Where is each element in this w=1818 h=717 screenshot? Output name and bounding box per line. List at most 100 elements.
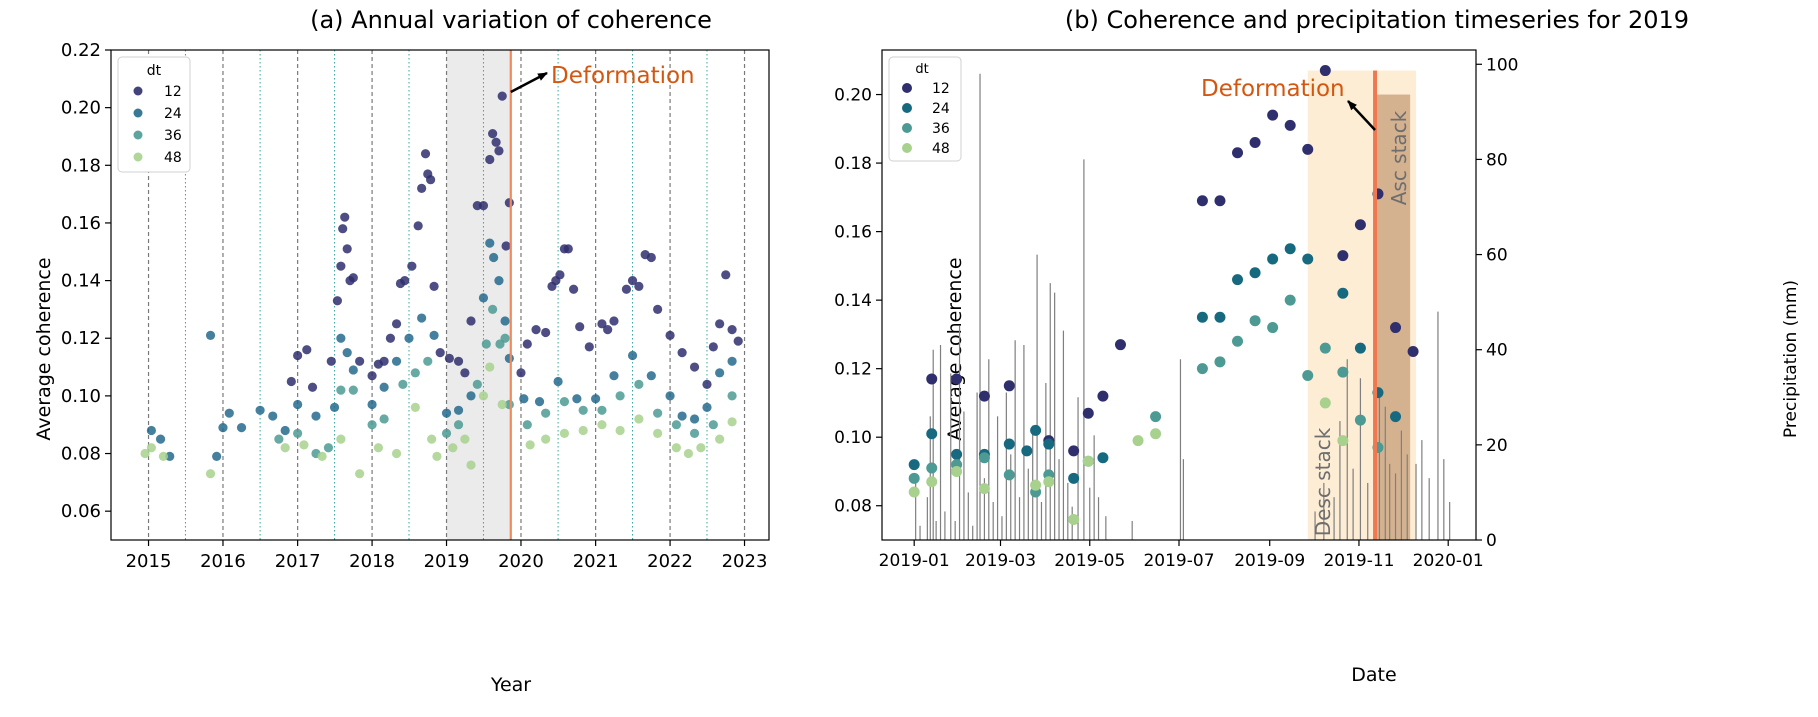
- panel-b-y2label: Precipitation (mm): [1781, 280, 1801, 438]
- data-point-dt-36: [472, 379, 482, 389]
- data-point-dt-24: [255, 405, 265, 415]
- x-tick-label: 2018: [349, 551, 395, 572]
- data-point-dt-12: [677, 348, 687, 358]
- data-point-dt-12: [429, 281, 439, 291]
- data-point-dt-12: [367, 371, 377, 381]
- data-point-dt-12: [504, 198, 514, 208]
- data-point-dt-48: [427, 434, 437, 444]
- data-point-dt-12: [1267, 109, 1279, 121]
- data-point-dt-24: [155, 434, 166, 444]
- data-point-dt-12: [420, 149, 431, 159]
- data-point-dt-48: [205, 469, 216, 479]
- asc-stack-region: [1375, 94, 1411, 540]
- data-point-dt-48: [478, 391, 489, 401]
- legend-label: 36: [932, 121, 950, 137]
- data-point-dt-48: [1337, 435, 1349, 447]
- data-point-dt-48: [597, 420, 607, 430]
- data-point-dt-12: [621, 284, 632, 294]
- data-point-dt-12: [286, 376, 296, 387]
- data-point-dt-36: [1232, 335, 1244, 347]
- data-point-dt-24: [908, 459, 920, 471]
- panel-b-points: [908, 65, 1419, 525]
- data-point-dt-12: [1114, 339, 1126, 351]
- data-point-dt-48: [299, 440, 309, 450]
- data-point-dt-24: [218, 422, 228, 433]
- data-point-dt-24: [1196, 311, 1208, 323]
- data-point-dt-36: [367, 420, 377, 430]
- data-point-dt-12: [646, 252, 656, 263]
- data-point-dt-24: [453, 405, 464, 415]
- legend-marker: [902, 143, 912, 153]
- data-point-dt-24: [404, 333, 414, 343]
- panel-b-precipitation-bars: [915, 73, 1451, 540]
- data-point-dt-24: [1302, 253, 1314, 265]
- data-point-dt-24: [268, 411, 278, 421]
- data-point-dt-48: [615, 425, 625, 436]
- data-point-dt-24: [391, 356, 402, 366]
- panel-b-y2-ticks: 0 20 40 60 80 100: [1476, 55, 1518, 551]
- data-point-dt-12: [400, 275, 410, 286]
- y2-tick-label: 100: [1486, 55, 1518, 75]
- panel-a-ylabel: Average coherence: [33, 257, 55, 440]
- data-point-dt-12: [568, 284, 579, 294]
- data-point-dt-36: [634, 379, 644, 389]
- data-point-dt-24: [504, 353, 514, 364]
- data-point-dt-12: [951, 373, 963, 385]
- data-point-dt-12: [1249, 137, 1261, 149]
- panel-b-xlabel: Date: [1351, 664, 1396, 686]
- data-point-dt-48: [355, 469, 365, 479]
- x-tick-label: 2019-11: [1323, 551, 1394, 571]
- data-point-dt-48: [696, 443, 706, 453]
- data-point-dt-48: [727, 417, 737, 427]
- plot-frame: [110, 49, 770, 541]
- data-point-dt-36: [653, 408, 663, 418]
- data-point-dt-36: [1284, 294, 1296, 306]
- y-tick-label: 0.20: [834, 86, 872, 106]
- data-point-dt-24: [1003, 438, 1015, 450]
- panel-a-xlabel: Year: [490, 674, 531, 696]
- x-tick-label: 2020-01: [1413, 551, 1484, 571]
- data-point-dt-12: [460, 368, 470, 378]
- data-point-dt-36: [1196, 363, 1208, 375]
- data-point-dt-12: [491, 137, 501, 147]
- data-point-dt-24: [205, 330, 216, 340]
- panel-a: (a) Annual variation of coherence Averag…: [33, 6, 770, 696]
- data-point-dt-24: [1214, 311, 1226, 323]
- data-point-dt-48: [1068, 513, 1080, 525]
- data-point-dt-12: [531, 324, 541, 335]
- legend-marker: [902, 123, 912, 133]
- deformation-label: Deformation: [1201, 76, 1345, 102]
- data-point-dt-24: [494, 275, 504, 286]
- data-point-dt-24: [500, 316, 510, 326]
- data-point-dt-24: [417, 313, 427, 323]
- data-point-dt-12: [627, 275, 638, 286]
- data-point-dt-12: [435, 348, 445, 358]
- data-point-dt-24: [441, 408, 452, 418]
- panel-a-points: [140, 91, 743, 479]
- data-point-dt-12: [342, 244, 352, 254]
- x-tick-label: 2023: [722, 551, 768, 572]
- data-point-dt-36: [398, 379, 408, 389]
- data-point-dt-36: [1214, 356, 1226, 368]
- deformation-label: Deformation: [551, 63, 695, 89]
- data-point-dt-12: [336, 261, 346, 271]
- data-point-dt-48: [317, 451, 327, 462]
- data-point-dt-24: [677, 411, 687, 421]
- data-point-dt-12: [563, 244, 573, 254]
- data-point-dt-12: [497, 91, 507, 101]
- data-point-dt-24: [1284, 243, 1296, 255]
- legend-title: dt: [147, 63, 162, 79]
- y2-tick-label: 80: [1486, 150, 1508, 170]
- data-point-dt-36: [578, 405, 588, 415]
- y-tick-label: 0.10: [834, 428, 872, 448]
- data-point-dt-36: [597, 405, 607, 415]
- x-tick-label: 2019: [424, 551, 470, 572]
- y2-tick-label: 0: [1486, 531, 1497, 551]
- data-point-dt-24: [429, 330, 439, 340]
- data-point-dt-12: [1337, 250, 1349, 262]
- legend-marker: [902, 83, 912, 93]
- data-point-dt-48: [146, 443, 156, 453]
- data-point-dt-48: [158, 451, 169, 462]
- data-point-dt-24: [280, 425, 290, 436]
- data-point-dt-12: [1284, 119, 1296, 131]
